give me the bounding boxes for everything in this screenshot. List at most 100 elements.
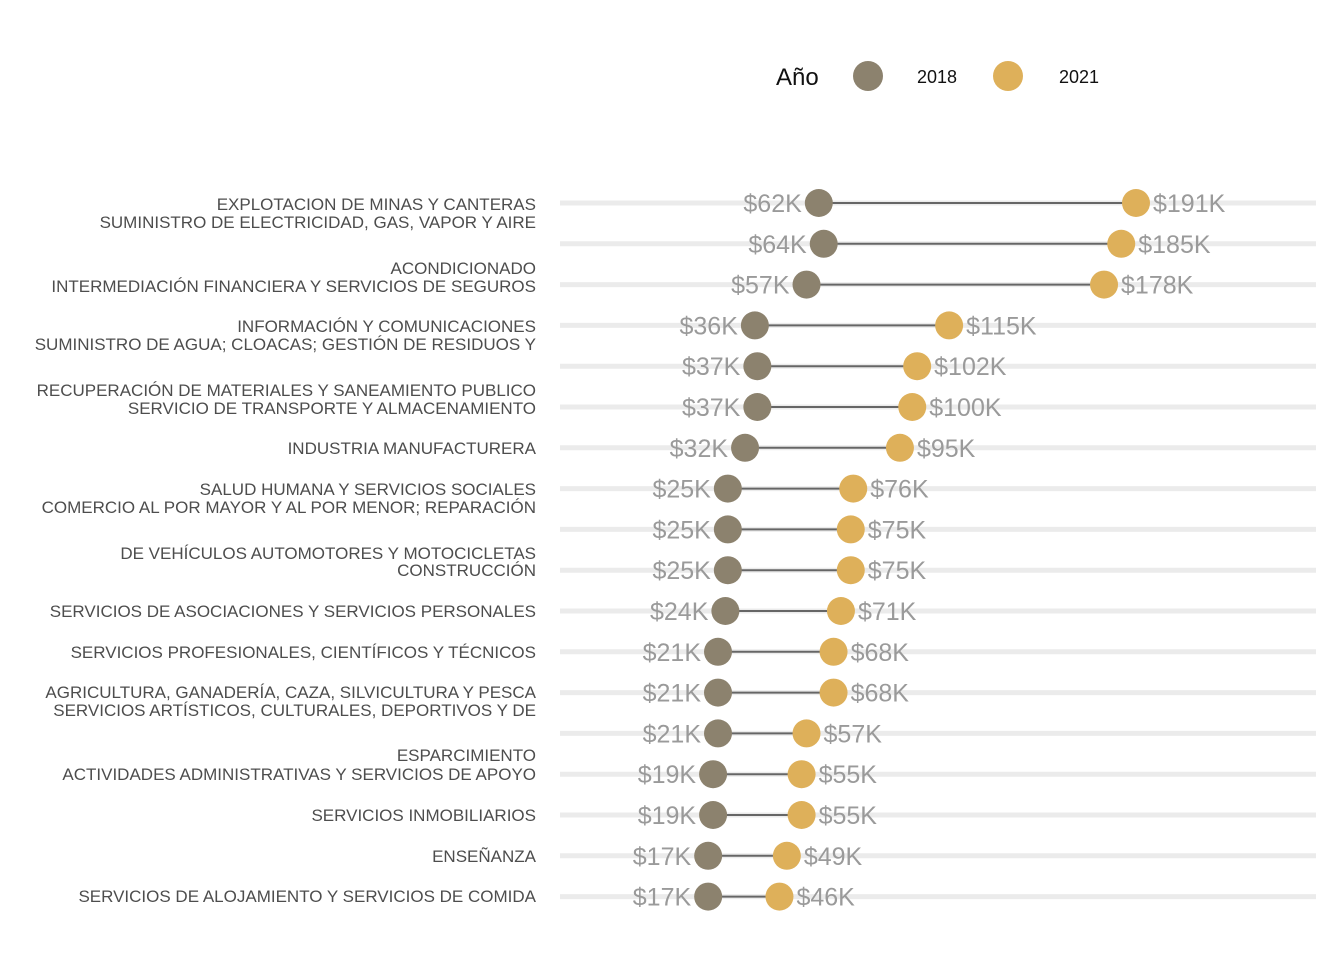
point-2021	[935, 311, 964, 340]
value-label-2018: $21K	[643, 639, 702, 667]
dumbbell-row: $37K $102K	[682, 352, 1007, 381]
point-2021	[898, 393, 927, 421]
point-2018	[740, 311, 769, 340]
point-2018	[699, 760, 728, 789]
category-label: SUMINISTRO DE AGUA; CLOACAS; GESTIÓN DE …	[35, 335, 536, 354]
category-label: SERVICIOS INMOBILIARIOS	[311, 806, 536, 825]
point-2018	[699, 801, 728, 829]
category-label: EXPLOTACION DE MINAS Y CANTERAS	[217, 195, 536, 214]
value-label-2018: $57K	[731, 272, 790, 300]
point-2018	[704, 678, 732, 707]
dumbbell-row: $24K $71K	[650, 597, 917, 626]
value-label-2021: $100K	[929, 394, 1002, 422]
value-label-2021: $55K	[819, 761, 878, 789]
value-label-2018: $24K	[650, 598, 709, 626]
dumbbell-rows: $62K $191K $64K $185K $57K $178K $36K $115K $37K…	[633, 189, 1226, 912]
point-2021	[819, 637, 848, 666]
value-label-2021: $75K	[868, 516, 927, 544]
category-label: ACTIVIDADES ADMINISTRATIVAS Y SERVICIOS …	[62, 765, 536, 784]
point-2021	[1090, 270, 1119, 299]
dumbbell-row: $64K $185K	[748, 229, 1211, 259]
category-label: SERVICIOS DE ASOCIACIONES Y SERVICIOS PE…	[50, 602, 536, 621]
category-label: SUMINISTRO DE ELECTRICIDAD, GAS, VAPOR Y…	[100, 213, 536, 232]
point-2018	[704, 719, 732, 748]
value-label-2018: $21K	[643, 720, 702, 748]
point-2021	[839, 474, 868, 503]
dumbbell-row: $17K $46K	[633, 882, 855, 912]
point-2021	[765, 882, 794, 911]
point-2018	[694, 841, 723, 870]
category-label: SERVICIOS PROFESIONALES, CIENTÍFICOS Y T…	[71, 643, 536, 662]
point-2018	[713, 556, 742, 585]
value-label-2021: $49K	[804, 843, 863, 871]
value-label-2021: $75K	[868, 557, 927, 585]
category-label: CONSTRUCCIÓN	[397, 561, 536, 580]
dumbbell-row: $36K $115K	[679, 311, 1037, 340]
value-label-2021: $55K	[819, 802, 878, 830]
value-label-2021: $185K	[1138, 231, 1211, 259]
value-label-2021: $46K	[796, 884, 855, 912]
value-label-2018: $25K	[652, 516, 711, 544]
value-label-2021: $76K	[870, 476, 929, 504]
point-2021	[836, 556, 865, 585]
dumbbell-row: $17K $49K	[633, 841, 863, 871]
point-2018	[731, 433, 760, 462]
dumbbell-row: $25K $75K	[652, 556, 926, 585]
dumbbell-row: $21K $68K	[643, 678, 909, 708]
value-label-2018: $32K	[670, 435, 729, 463]
legend-label-2018: 2018	[917, 67, 957, 87]
point-2021	[787, 801, 816, 829]
dumbbell-row: $19K $55K	[638, 801, 878, 830]
point-2018	[792, 270, 821, 299]
value-label-2018: $25K	[652, 476, 711, 504]
category-label: AGRICULTURA, GANADERÍA, CAZA, SILVICULTU…	[45, 683, 536, 702]
point-2021	[903, 352, 932, 381]
value-label-2018: $21K	[643, 680, 702, 708]
category-label: RECUPERACIÓN DE MATERIALES Y SANEAMIENTO…	[37, 381, 536, 400]
value-label-2018: $19K	[638, 802, 697, 830]
value-label-2021: $57K	[824, 720, 883, 748]
value-label-2021: $102K	[934, 353, 1007, 381]
point-2021	[885, 433, 914, 462]
gridlines	[560, 200, 1316, 900]
legend-label-2021: 2021	[1059, 67, 1099, 87]
category-label: INFORMACIÓN Y COMUNICACIONES	[237, 317, 536, 336]
legend-marker-2018	[853, 61, 883, 91]
category-label: SALUD HUMANA Y SERVICIOS SOCIALES	[200, 480, 536, 499]
value-label-2021: $68K	[851, 639, 910, 667]
dumbbell-row: $21K $68K	[643, 637, 910, 667]
point-2021	[792, 719, 821, 748]
category-label: DE VEHÍCULOS AUTOMOTORES Y MOTOCICLETAS	[120, 544, 536, 563]
value-label-2018: $17K	[633, 884, 692, 912]
value-label-2018: $19K	[638, 761, 697, 789]
point-2021	[819, 678, 848, 707]
point-2021	[836, 515, 865, 544]
dumbbell-row: $25K $76K	[652, 474, 929, 504]
point-2021	[1107, 229, 1136, 258]
point-2021	[1122, 189, 1150, 217]
point-2021	[826, 597, 855, 625]
value-label-2018: $37K	[682, 394, 741, 422]
value-label-2018: $37K	[682, 353, 741, 381]
point-2018	[704, 637, 732, 666]
category-label: SERVICIO DE TRANSPORTE Y ALMACENAMIENTO	[128, 399, 536, 418]
dumbbell-row: $19K $55K	[638, 760, 878, 789]
dumbbell-row: $25K $75K	[652, 515, 926, 544]
point-2018	[809, 229, 838, 258]
category-label: ESPARCIMIENTO	[397, 746, 536, 765]
category-label: INTERMEDIACIÓN FINANCIERA Y SERVICIOS DE…	[51, 277, 536, 296]
value-label-2021: $95K	[917, 435, 976, 463]
point-2021	[787, 760, 816, 789]
point-2018	[713, 474, 742, 503]
point-2021	[772, 841, 801, 870]
dumbbell-row: $21K $57K	[643, 719, 883, 748]
legend-marker-2021	[993, 61, 1023, 91]
point-2018	[711, 597, 740, 625]
point-2018	[804, 189, 833, 217]
legend-title: Año	[776, 64, 819, 91]
point-2018	[743, 352, 772, 381]
point-2018	[743, 393, 772, 421]
value-label-2021: $178K	[1121, 272, 1194, 300]
value-label-2018: $62K	[743, 190, 802, 218]
